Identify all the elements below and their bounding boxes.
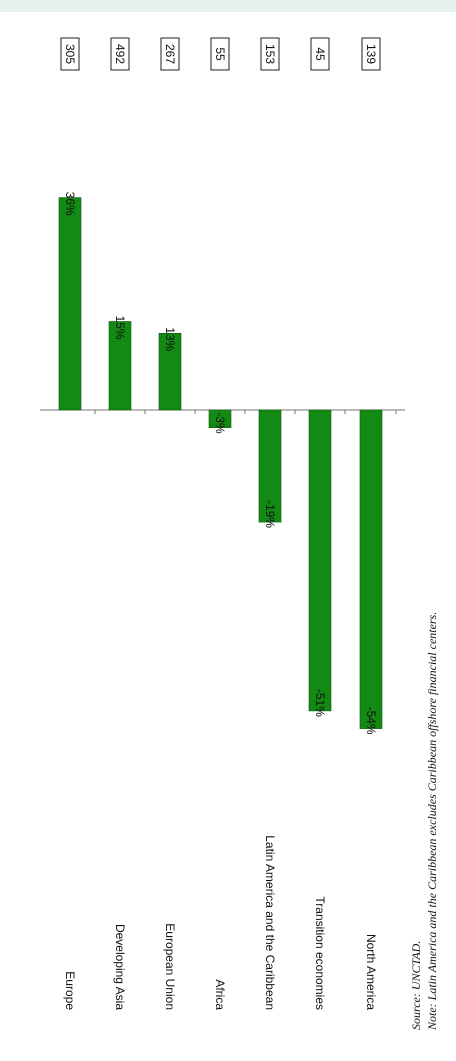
category-label-1: Developing Asia xyxy=(113,924,127,1010)
bar-4 xyxy=(258,409,282,523)
category-label-5: Transition economies xyxy=(313,896,327,1010)
bar-5 xyxy=(308,409,332,712)
boxed-value-1: 492 xyxy=(113,44,127,64)
boxed-value-6: 139 xyxy=(364,44,378,64)
bar-1 xyxy=(108,321,132,411)
category-label-0: Europe xyxy=(63,971,77,1010)
boxed-value-5: 45 xyxy=(313,47,327,61)
category-label-6: North America xyxy=(364,934,378,1010)
value-label-1: 15% xyxy=(113,316,127,340)
source-note: Source: UNCTAD. xyxy=(409,941,423,1030)
boxed-value-4: 153 xyxy=(263,44,277,64)
value-label-5: -51% xyxy=(313,689,327,717)
value-box-4 xyxy=(260,37,280,71)
bar-6 xyxy=(359,409,383,729)
top-band xyxy=(0,0,456,12)
bar-3 xyxy=(208,409,232,429)
category-label-3: Africa xyxy=(213,979,227,1010)
value-box-2 xyxy=(160,37,180,71)
category-label-4: Latin America and the Caribbean xyxy=(263,835,277,1010)
category-label-2: European Union xyxy=(163,923,177,1010)
footnote-note: Note: Latin America and the Caribbean ex… xyxy=(425,612,439,1031)
bar-2 xyxy=(158,332,182,411)
value-box-6 xyxy=(361,37,381,71)
boxed-value-3: 55 xyxy=(213,47,227,61)
value-box-5 xyxy=(310,37,330,71)
boxed-value-0: 305 xyxy=(63,44,77,64)
value-box-0 xyxy=(60,37,80,71)
boxed-value-2: 267 xyxy=(163,44,177,64)
value-label-0: 36% xyxy=(63,192,77,216)
value-label-6: -54% xyxy=(364,707,378,735)
value-label-3: -3% xyxy=(213,412,227,434)
bar-0 xyxy=(58,197,82,411)
value-box-1 xyxy=(110,37,130,71)
value-label-2: 13% xyxy=(163,327,177,351)
value-label-4: -19% xyxy=(263,500,277,528)
value-box-3 xyxy=(210,37,230,71)
